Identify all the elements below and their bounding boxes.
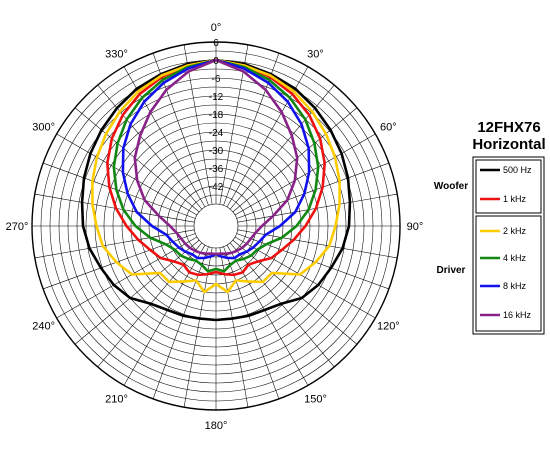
grid-spoke xyxy=(97,84,203,210)
series-line-1 xyxy=(106,58,326,277)
angle-tick-label: 150° xyxy=(304,393,327,405)
grid-spoke xyxy=(43,162,196,219)
grid-spoke xyxy=(223,53,280,206)
legend-label: 8 kHz xyxy=(503,281,527,291)
chart-title-block: 12FHX76 Horizontal xyxy=(472,119,545,153)
angle-tick-label: 90° xyxy=(407,221,424,233)
angle-tick-label: 240° xyxy=(32,321,55,333)
grid-spoke xyxy=(229,84,335,210)
radial-tick-label: -36 xyxy=(209,164,224,175)
legend-label: 2 kHz xyxy=(503,226,527,236)
grid-spoke xyxy=(74,239,200,345)
grid-spoke xyxy=(152,246,209,399)
legend-box-woofer xyxy=(475,159,542,214)
angle-tick-label: 300° xyxy=(32,122,55,134)
grid-spoke xyxy=(223,246,280,399)
chart-subtitle: Horizontal xyxy=(472,136,545,153)
legend-items: 500 Hz 1 kHz 2 kHz 4 kHz 8 kHz 16 kHz xyxy=(480,165,532,320)
legend-frame xyxy=(472,156,545,335)
grid-ring xyxy=(193,203,239,249)
series-lines xyxy=(80,58,352,322)
radial-tick-label: 6 xyxy=(213,38,219,49)
radial-tick-label: -30 xyxy=(209,146,224,157)
angle-tick-label: 0° xyxy=(211,22,222,34)
angle-tick-label: 270° xyxy=(6,221,29,233)
grid-spoke xyxy=(234,236,376,319)
radial-tick-label: 0 xyxy=(213,56,219,67)
grid-spoke xyxy=(232,239,358,345)
grid-spoke xyxy=(226,66,309,208)
legend-group-woofer: Woofer xyxy=(434,181,468,192)
angle-tick-label: 210° xyxy=(105,393,128,405)
grid-ring xyxy=(184,194,248,258)
legend-group-driver: Driver xyxy=(437,265,466,276)
angle-tick-label: 60° xyxy=(380,122,397,134)
legend: Woofer Driver 500 Hz 1 kHz 2 kHz 4 kHz 8 kHz… xyxy=(434,156,545,335)
grid-spoke xyxy=(234,133,376,216)
grid-spoke xyxy=(236,162,389,219)
grid-spoke xyxy=(74,107,200,213)
legend-label: 1 kHz xyxy=(503,194,527,204)
radial-tick-label: -18 xyxy=(209,110,224,121)
grid-spoke xyxy=(237,193,398,223)
series-line-5 xyxy=(133,58,299,256)
grid-spoke xyxy=(43,233,196,290)
angle-tick-label: 180° xyxy=(205,420,228,432)
polar-grid xyxy=(31,41,401,411)
legend-label: 4 kHz xyxy=(503,253,527,263)
angle-tick-label: 330° xyxy=(105,49,128,61)
series-line-3 xyxy=(112,58,320,273)
angle-tick-label: 120° xyxy=(377,321,400,333)
grid-spoke xyxy=(56,133,198,216)
axis-labels: 6 0 -6 -12 -18 -24 -30 -36 -42 0° 30° 60° 90° 120° 150… xyxy=(6,22,424,432)
radial-tick-label: -12 xyxy=(209,92,224,103)
series-line-0 xyxy=(80,58,352,322)
radial-tick-label: -42 xyxy=(209,182,224,193)
grid-spoke xyxy=(34,193,195,223)
legend-label: 500 Hz xyxy=(503,165,532,175)
grid-spoke xyxy=(123,244,206,386)
grid-spoke xyxy=(97,242,203,368)
grid-spoke xyxy=(232,107,358,213)
grid-spoke xyxy=(56,236,198,319)
grid-spoke xyxy=(152,53,209,206)
grid-spoke xyxy=(226,244,309,386)
chart-title: 12FHX76 xyxy=(477,119,540,136)
grid-spoke xyxy=(236,233,389,290)
legend-box-driver xyxy=(475,215,542,332)
angle-tick-label: 30° xyxy=(307,49,324,61)
series-line-2 xyxy=(91,58,341,294)
radial-tick-label: -24 xyxy=(209,128,224,139)
legend-label: 16 kHz xyxy=(503,310,532,320)
radial-tick-label: -6 xyxy=(212,74,221,85)
grid-spoke xyxy=(229,242,335,368)
grid-spoke xyxy=(123,66,206,208)
